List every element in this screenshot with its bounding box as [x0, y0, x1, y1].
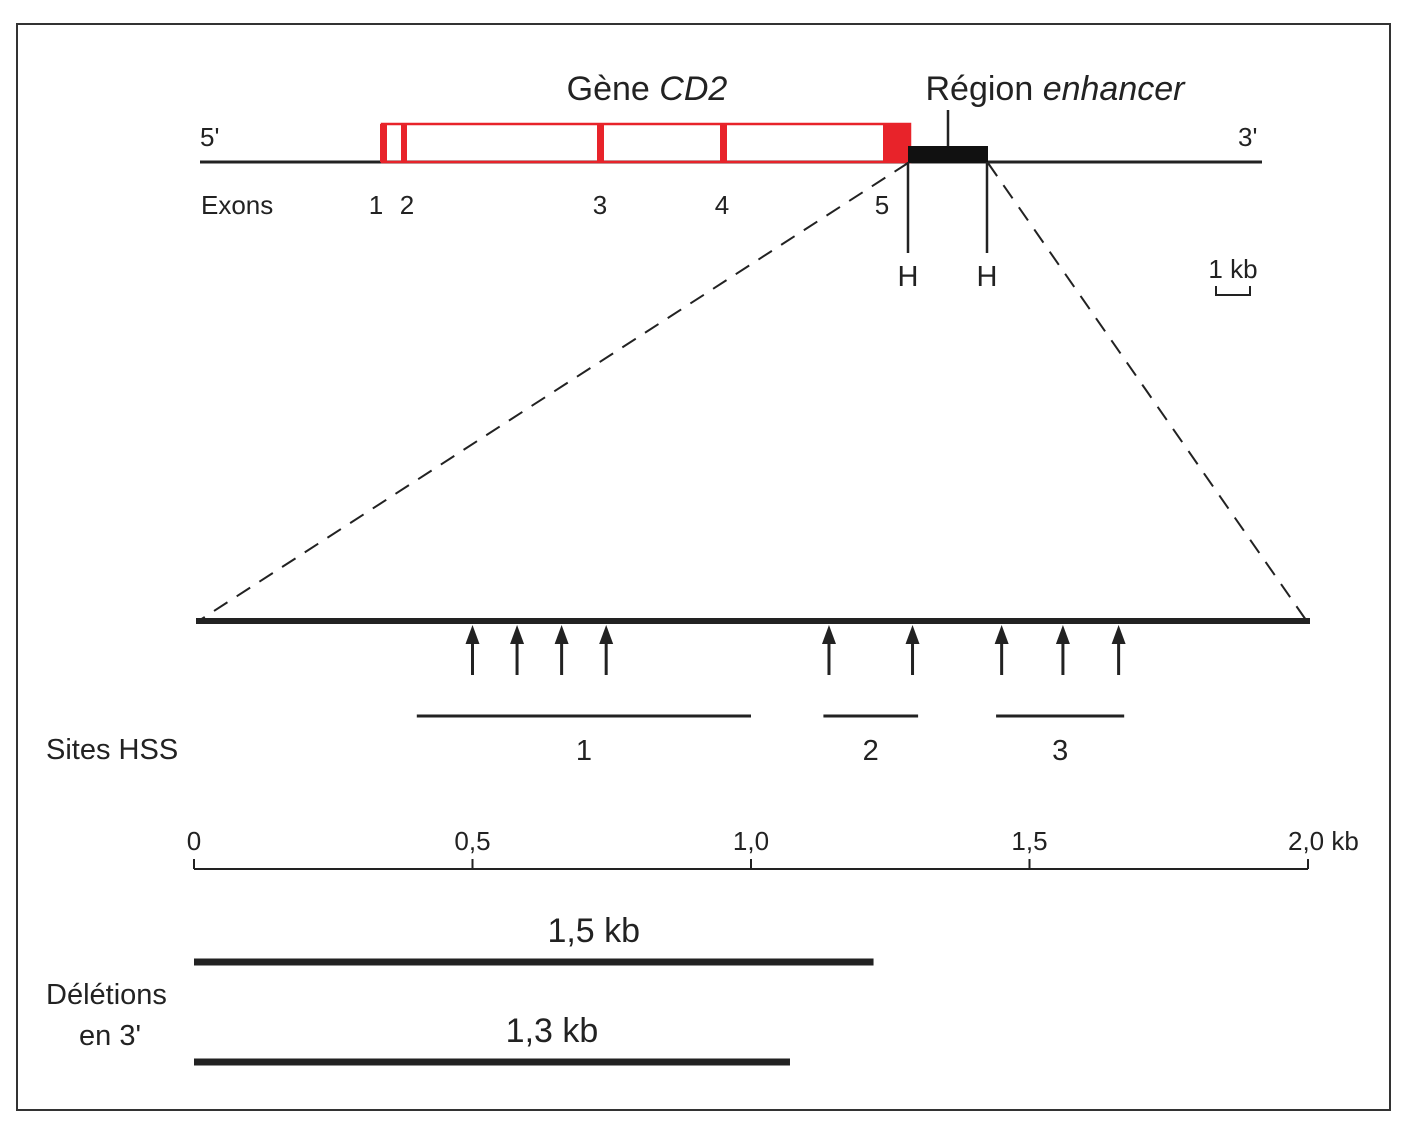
exon-4: [720, 124, 727, 162]
hss-cluster-label: 2: [863, 735, 879, 767]
hss-cluster-label: 1: [576, 735, 592, 767]
exon-3: [597, 124, 604, 162]
deletions: Délétions en 3' 1,5 kb 1,3 kb: [46, 912, 874, 1066]
deletion-label: 1,3 kb: [506, 1012, 599, 1050]
hss-arrow: [905, 625, 920, 675]
deletions-label-line2: en 3': [79, 1020, 141, 1052]
figure-frame: [16, 23, 1391, 1111]
deletions-label-line1: Délétions: [46, 979, 167, 1011]
gene-map: Gène CD2 Région enhancer 5' 3' Exons 1 2…: [200, 70, 1262, 296]
hss-arrow: [821, 625, 836, 675]
enhancer-title-name: enhancer: [1043, 70, 1186, 108]
hss-arrow: [599, 625, 614, 675]
hss-arrow: [1055, 625, 1070, 675]
gene-title-prefix: Gène: [567, 70, 660, 108]
kb-tick-label: 0: [187, 826, 201, 856]
exons-label: Exons: [201, 190, 273, 220]
end-3-label: 3': [1238, 122, 1257, 152]
gene-title: Gène CD2: [567, 70, 728, 108]
hss-arrow: [465, 625, 480, 675]
zoom-line-right: [987, 162, 1307, 621]
exon-1: [380, 124, 387, 162]
gene-body: [380, 122, 912, 164]
h-site-left-label: H: [898, 261, 919, 293]
exon-5: [883, 124, 910, 162]
hss-clusters: 1 2 3: [416, 714, 1125, 767]
kb-tick-label: 2,0 kb: [1288, 826, 1359, 856]
hss-arrow: [1111, 625, 1126, 675]
zoom-region: 1 2 3 Sites HSS: [46, 618, 1310, 767]
hss-label: Sites HSS: [46, 734, 178, 766]
h-site-right-label: H: [977, 261, 998, 293]
kb-scale: 0 0,5 1,0 1,5 2,0 kb: [187, 826, 1359, 870]
gene-title-name: CD2: [659, 70, 727, 108]
hss-arrow: [510, 625, 525, 675]
exon-number-3: 3: [593, 190, 607, 220]
kb-tick-label: 1,5: [1011, 826, 1047, 856]
hss-cluster-label: 3: [1052, 735, 1068, 767]
exon-number-5: 5: [875, 190, 889, 220]
hss-arrow: [554, 625, 569, 675]
exon-number-4: 4: [715, 190, 729, 220]
deletion-bars: 1,5 kb 1,3 kb: [194, 912, 874, 1066]
exon-number-2: 2: [400, 190, 414, 220]
enhancer-block: [908, 146, 988, 163]
end-5-label: 5': [200, 122, 219, 152]
kb-tick-label: 1,0: [733, 826, 769, 856]
deletion-label: 1,5 kb: [547, 912, 640, 950]
scale-bar: [1215, 286, 1251, 296]
kb-tick-label: 0,5: [454, 826, 490, 856]
hss-arrow: [994, 625, 1009, 675]
exon-number-1: 1: [369, 190, 383, 220]
enhancer-title-prefix: Région: [926, 70, 1043, 108]
scale-bar-label: 1 kb: [1208, 254, 1257, 284]
kb-ticks: 0 0,5 1,0 1,5 2,0 kb: [187, 826, 1359, 869]
enhancer-title: Région enhancer: [926, 70, 1187, 108]
zoom-line-left: [199, 162, 909, 621]
exon-2: [401, 124, 407, 162]
hss-arrows: [465, 625, 1126, 675]
